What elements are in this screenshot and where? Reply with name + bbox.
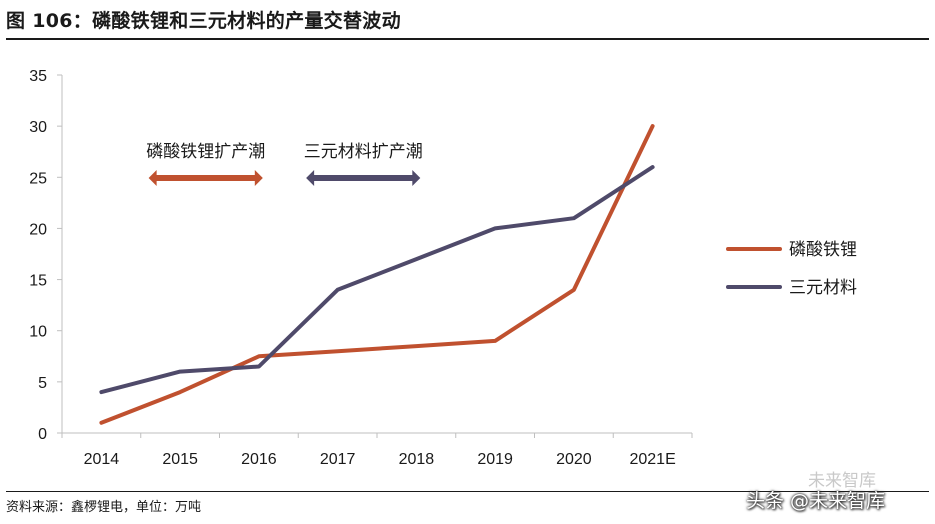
series-line-1 <box>99 165 655 395</box>
y-tick-label: 30 <box>29 119 47 136</box>
x-tick-label: 2018 <box>399 451 435 468</box>
y-tick-label: 35 <box>29 68 47 85</box>
watermark-ghost: 未来智库 <box>808 471 876 491</box>
y-tick-label: 0 <box>38 426 47 443</box>
annotation-label: 磷酸铁锂扩产潮 <box>146 142 265 162</box>
annotations: 磷酸铁锂扩产潮 三元材料扩产潮 <box>146 142 423 186</box>
y-tick-label: 15 <box>29 273 47 290</box>
y-tick-label: 10 <box>29 324 47 341</box>
series-line-0 <box>99 124 655 425</box>
x-tick-label: 2014 <box>84 451 120 468</box>
series-lines <box>99 124 655 425</box>
y-tick-label: 20 <box>29 221 47 238</box>
x-tick-label: 2019 <box>477 451 513 468</box>
chart-axes: 0 5 10 15 20 25 30 35 2014 2015 2016 2017 2018 2019 20… <box>29 68 693 468</box>
legend-label: 三元材料 <box>789 278 857 298</box>
annotation-label: 三元材料扩产潮 <box>304 142 423 162</box>
watermark: 头条 @未来智库 <box>746 490 886 512</box>
legend-label: 磷酸铁锂 <box>789 240 857 260</box>
chart-title: 图 106：磷酸铁锂和三元材料的产量交替波动 <box>6 10 401 32</box>
x-tick-label: 2020 <box>556 451 592 468</box>
footer-rule <box>6 491 929 492</box>
x-tick-label: 2021E <box>629 451 675 468</box>
title-rule <box>6 38 929 40</box>
source-note: 资料来源：鑫椤锂电，单位：万吨 <box>6 500 202 515</box>
y-tick-label: 5 <box>38 375 47 392</box>
double-arrow <box>306 170 421 186</box>
x-tick-label: 2017 <box>320 451 356 468</box>
line-chart: 0 5 10 15 20 25 30 35 2014 2015 2016 2017 2018 2019 20… <box>29 68 857 468</box>
double-arrow <box>148 170 263 186</box>
x-tick-label: 2016 <box>241 451 277 468</box>
y-tick-label: 25 <box>29 170 47 187</box>
x-tick-label: 2015 <box>162 451 198 468</box>
